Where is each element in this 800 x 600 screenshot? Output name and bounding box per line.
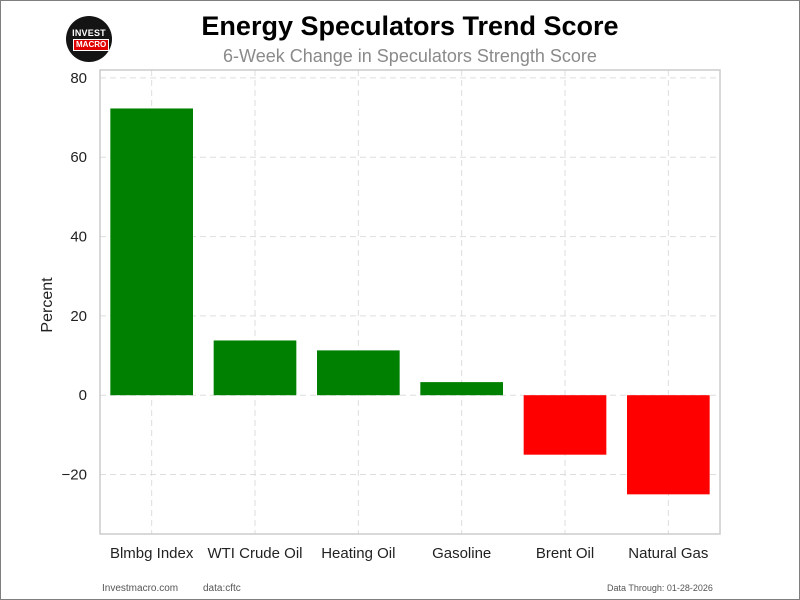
bar-brent-oil xyxy=(523,395,607,455)
bar-natural-gas xyxy=(627,395,710,495)
y-axis-label: Percent xyxy=(39,277,56,333)
footer-site: Investmacro.com xyxy=(102,583,179,594)
y-tick-label: −20 xyxy=(62,467,87,484)
y-tick-label: 60 xyxy=(70,149,87,166)
bar-wti-crude-oil xyxy=(213,340,297,396)
bar-heating-oil xyxy=(317,350,400,396)
x-tick-label: Blmbg Index xyxy=(110,545,194,562)
bar-blmbg-index xyxy=(110,108,193,396)
logo-text-bottom: MACRO xyxy=(73,39,110,51)
y-tick-label: 0 xyxy=(79,387,87,404)
x-tick-label: WTI Crude Oil xyxy=(207,545,302,562)
y-tick-label: 20 xyxy=(70,308,87,325)
y-tick-label: 40 xyxy=(70,229,87,246)
chart-subtitle: 6-Week Change in Speculators Strength Sc… xyxy=(223,46,597,66)
y-tick-label: 80 xyxy=(70,70,87,87)
footer-date: Data Through: 01-28-2026 xyxy=(607,583,713,593)
x-tick-label: Brent Oil xyxy=(536,545,594,562)
plot-area-border xyxy=(99,69,721,535)
footer-source: data:cftc xyxy=(203,583,241,594)
x-tick-label: Natural Gas xyxy=(628,545,708,562)
chart-title: Energy Speculators Trend Score xyxy=(201,11,619,41)
bar-gasoline xyxy=(420,382,503,396)
x-tick-label: Heating Oil xyxy=(321,545,395,562)
investmacro-logo: INVEST MACRO xyxy=(66,16,112,62)
x-tick-label: Gasoline xyxy=(432,545,491,562)
logo-text-top: INVEST xyxy=(72,28,106,38)
